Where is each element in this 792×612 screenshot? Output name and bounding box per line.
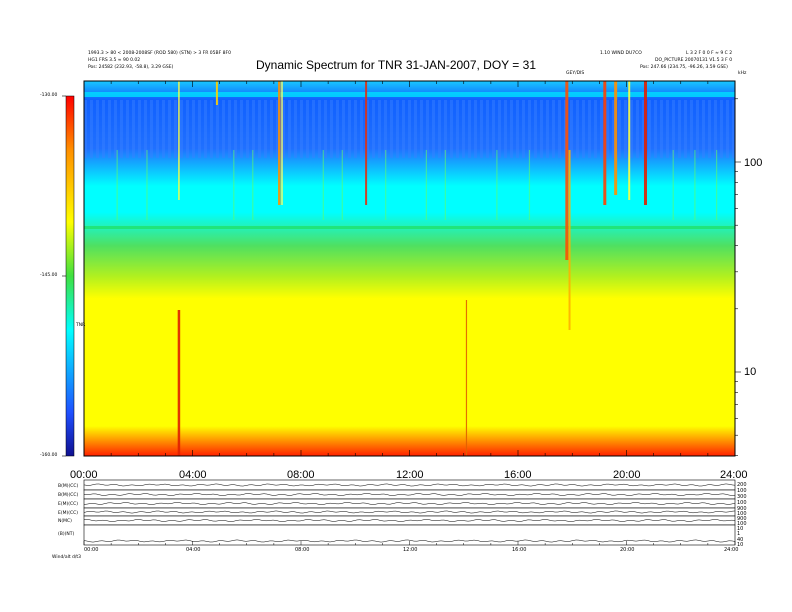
panel-1-tick-top: 200 <box>737 482 747 488</box>
panel-2-tick-bottom: 100 <box>737 500 747 506</box>
header-right-center: 1.10 WIND DU7CO <box>600 51 642 56</box>
faint-streak <box>496 150 498 220</box>
faint-streak <box>341 150 343 220</box>
colorbar <box>65 95 75 457</box>
burst-streak <box>281 81 283 205</box>
y-right-tick-100: 100 <box>744 157 763 169</box>
burst-streak <box>643 81 647 205</box>
faint-streak <box>385 150 387 220</box>
colorbar-tick-mid: -145.00 <box>40 273 58 278</box>
bottom-x-tick-3: 12:00 <box>403 547 418 553</box>
header-right-line-2: DO_PICTURE 20070131 V1.5 3 F 0 <box>655 58 733 63</box>
burst-streak <box>614 81 618 195</box>
faint-streak <box>694 150 696 220</box>
header-right-line-1: L 3 2 F 0 0 F ≈ 9 C 2 <box>686 51 733 56</box>
x-tick-2: 08:00 <box>287 469 315 481</box>
panel-3-tick-bottom: 100 <box>737 511 747 517</box>
footer-label: Wind/alt d/t3 <box>52 555 82 560</box>
burst-streak <box>177 310 181 456</box>
panel-trace <box>83 510 736 514</box>
panel-label-4: E(M)(CC) <box>58 511 79 516</box>
faint-streak <box>116 150 118 220</box>
header-left-line-2: HG1 FRS 3.5 ≈ 90 0.02 <box>88 58 141 63</box>
panel-5-tick-top: 10 <box>737 526 744 532</box>
lower-panels <box>83 479 736 546</box>
header-right-line-3: Pos: 247.66 (234.75, -96.26, 3.59 GSE) <box>640 65 728 70</box>
panel-5-tick-bottom: 1 <box>737 531 741 537</box>
green-line <box>84 226 735 229</box>
bottom-x-tick-0: 00:00 <box>84 547 99 553</box>
bottom-x-tick-4: 16:00 <box>512 547 527 553</box>
panel-4-tick-bottom: 100 <box>737 521 747 527</box>
x-tick-0: 00:00 <box>70 469 98 481</box>
panel-4-tick-top: 900 <box>737 516 747 522</box>
faint-streak <box>672 150 674 220</box>
bottom-x-tick-2: 08:00 <box>295 547 310 553</box>
event-label: GEY/DIS <box>566 71 585 76</box>
spectrogram-panel <box>84 81 735 456</box>
panel-label-1: B(M)(CC) <box>58 484 79 489</box>
x-tick-1: 04:00 <box>179 469 207 481</box>
panel-label-6: (B)(NT) <box>58 532 75 537</box>
radio-bursts <box>116 81 718 456</box>
bottom-x-tick-5: 20:00 <box>620 547 635 553</box>
x-tick-6: 24:00 <box>720 469 748 481</box>
y-right-tick-10: 10 <box>744 366 757 378</box>
blue-striped-band <box>84 100 735 158</box>
panel-label-5: N(MC) <box>58 519 72 524</box>
panel-1-tick-bottom: 100 <box>737 488 747 494</box>
faint-streak <box>425 150 427 220</box>
colorbar-tick-min: -160.00 <box>40 453 58 458</box>
chart-title: Dynamic Spectrum for TNR 31-JAN-2007, DO… <box>256 58 536 72</box>
burst-streak <box>178 81 180 200</box>
bottom-x-tick-1: 04:00 <box>186 547 201 553</box>
panel-trace <box>83 483 736 487</box>
header-left-line-1: 1993.3 > 80 < 2008-2008SF (ROD 580) (STN… <box>88 51 231 56</box>
burst-streak <box>465 300 468 456</box>
bottom-x-tick-6: 24:00 <box>724 547 739 553</box>
faint-streak <box>146 150 148 220</box>
burst-streak <box>628 81 631 200</box>
panel-label-2: B(M)(CC) <box>58 493 79 498</box>
x-tick-5: 20:00 <box>613 469 641 481</box>
panel-label-3: E(M)(CC) <box>58 502 79 507</box>
burst-streak <box>603 81 607 205</box>
panel-trace <box>83 519 736 522</box>
panel-trace <box>83 502 736 505</box>
burst-streak <box>215 81 218 105</box>
y-axis-ticks <box>735 98 741 456</box>
faint-streak <box>716 150 718 220</box>
faint-streak <box>233 150 235 220</box>
colorbar-ticks <box>62 95 66 457</box>
colorbar-label: TNR <box>76 323 86 328</box>
burst-streak <box>568 150 571 330</box>
panel-2-tick-top: 300 <box>737 494 747 500</box>
colorbar-tick-max: -130.00 <box>40 93 58 98</box>
burst-streak <box>365 81 368 205</box>
burst-streak <box>565 81 569 260</box>
x-tick-4: 16:00 <box>504 469 532 481</box>
x-tick-3: 12:00 <box>396 469 424 481</box>
faint-streak <box>444 150 446 220</box>
top-cyan-band <box>84 92 735 97</box>
faint-streak <box>322 150 324 220</box>
lower-panel-frame <box>83 515 736 526</box>
faint-streak <box>252 150 254 220</box>
panel-6-tick-bottom: 10 <box>737 542 744 548</box>
burst-streak <box>278 81 281 205</box>
header-left-line-3: Pos: 24582 (232.93, -58.8), 3.29 GSE) <box>88 65 174 70</box>
lower-panel-frame <box>83 489 736 500</box>
y-right-unit: kHz <box>738 71 747 76</box>
panel-trace <box>83 493 736 496</box>
panel-3-tick-top: 900 <box>737 506 747 512</box>
panel-6-tick-top: 40 <box>737 537 744 543</box>
faint-streak <box>528 150 531 220</box>
x-axis-ticks <box>83 81 736 456</box>
